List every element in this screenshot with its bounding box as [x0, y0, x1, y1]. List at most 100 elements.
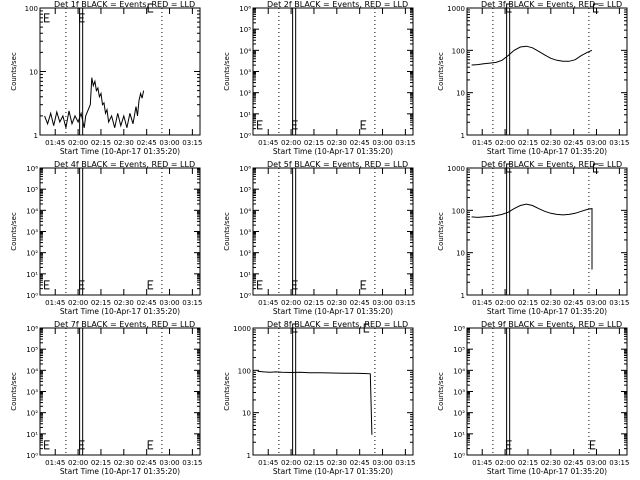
x-tick-label: 02:15 — [304, 459, 324, 467]
y-tick-label: 10³ — [239, 69, 251, 77]
y-tick-label: 1 — [461, 292, 465, 300]
y-tick-label: 10⁵ — [453, 346, 465, 354]
panel-title: Det 2f BLACK = Events, RED = LLD — [267, 0, 408, 9]
x-tick-label: 03:00 — [586, 139, 606, 147]
y-tick-label: 10³ — [453, 389, 465, 397]
x-tick-label: 02:15 — [518, 299, 538, 307]
bracket-marker — [257, 280, 263, 290]
x-tick-label: 02:45 — [137, 299, 157, 307]
y-tick-label: 10⁰ — [453, 452, 465, 460]
y-tick-label: 1000 — [447, 165, 465, 173]
x-tick-label: 03:15 — [182, 459, 202, 467]
events-series-line — [471, 45, 593, 66]
x-tick-label: 02:45 — [564, 139, 584, 147]
x-tick-label: 03:15 — [395, 299, 415, 307]
x-tick-label: 02:45 — [137, 139, 157, 147]
bracket-marker — [292, 280, 298, 290]
x-tick-label: 01:45 — [45, 139, 65, 147]
y-tick-label: 10⁴ — [453, 367, 465, 375]
x-tick-label: 03:15 — [609, 299, 629, 307]
y-tick-label: 100 — [25, 5, 38, 13]
y-tick-label: 10² — [239, 90, 251, 98]
panel-title: Det 1f BLACK = Events, RED = LLD — [54, 0, 195, 9]
x-tick-label: 02:45 — [564, 299, 584, 307]
bracket-marker — [79, 13, 85, 23]
y-axis-label: Counts/sec — [223, 52, 231, 91]
y-tick-label: 10² — [26, 410, 38, 418]
x-tick-label: 03:15 — [609, 139, 629, 147]
chart-panel-6: Det 6f BLACK = Events, RED = LLD 1 10 100 10… — [437, 160, 629, 316]
x-tick-label: 03:15 — [182, 299, 202, 307]
bracket-marker — [44, 280, 50, 290]
x-tick-label: 01:45 — [472, 139, 492, 147]
bracket-marker — [292, 120, 298, 130]
x-tick-label: 02:30 — [541, 459, 561, 467]
chart-panel-9: Det 9f BLACK = Events, RED = LLD 10⁰ 10¹ 10… — [437, 320, 629, 476]
x-axis-label: Start Time (10-Apr-17 01:35:20) — [487, 467, 607, 476]
bracket-marker — [292, 323, 298, 333]
y-tick-label: 10⁴ — [26, 367, 38, 375]
y-tick-label: 10¹ — [26, 271, 38, 279]
y-tick-label: 10² — [239, 250, 251, 258]
y-tick-label: 1 — [461, 132, 465, 140]
x-tick-label: 02:15 — [518, 459, 538, 467]
x-axis-label: Start Time (10-Apr-17 01:35:20) — [273, 467, 393, 476]
x-tick-label: 02:45 — [137, 459, 157, 467]
x-tick-label: 02:15 — [91, 459, 111, 467]
x-tick-label: 03:15 — [395, 139, 415, 147]
bracket-marker — [147, 440, 154, 450]
y-axis-label: Counts/sec — [437, 52, 445, 91]
x-tick-label: 02:45 — [350, 299, 370, 307]
y-tick-label: 10⁵ — [26, 186, 38, 194]
y-axis-label: Counts/sec — [437, 372, 445, 411]
bracket-marker — [360, 280, 367, 290]
x-tick-label: 03:00 — [372, 459, 392, 467]
y-tick-label: 10¹ — [453, 431, 465, 439]
bracket-marker — [257, 120, 263, 130]
panel-title: Det 4f BLACK = Events, RED = LLD — [54, 160, 195, 169]
x-tick-label: 02:15 — [304, 299, 324, 307]
y-tick-label: 10² — [26, 250, 38, 258]
x-tick-label: 02:30 — [541, 299, 561, 307]
x-axis-label: Start Time (10-Apr-17 01:35:20) — [487, 147, 607, 156]
y-tick-label: 10⁶ — [453, 325, 465, 333]
x-tick-label: 03:00 — [159, 299, 179, 307]
x-axis-label: Start Time (10-Apr-17 01:35:20) — [273, 147, 393, 156]
events-series-line — [471, 203, 593, 270]
panel-title: Det 5f BLACK = Events, RED = LLD — [267, 160, 408, 169]
plot-frame — [39, 167, 201, 296]
x-tick-label: 02:00 — [495, 299, 515, 307]
x-tick-label: 02:45 — [564, 459, 584, 467]
y-tick-label: 10⁶ — [26, 325, 38, 333]
x-tick-label: 02:00 — [281, 139, 301, 147]
y-tick-label: 10 — [29, 69, 38, 77]
bracket-marker — [79, 440, 85, 450]
x-tick-label: 01:45 — [45, 459, 65, 467]
x-tick-label: 02:15 — [304, 139, 324, 147]
plot-frame — [466, 327, 628, 456]
y-tick-label: 10⁰ — [239, 132, 251, 140]
x-tick-label: 02:15 — [91, 299, 111, 307]
x-tick-label: 03:00 — [159, 139, 179, 147]
y-tick-label: 10⁰ — [26, 292, 38, 300]
x-tick-label: 03:00 — [372, 139, 392, 147]
x-tick-label: 01:45 — [472, 299, 492, 307]
y-axis-label: Counts/sec — [10, 52, 18, 91]
bracket-marker — [589, 440, 596, 450]
y-tick-label: 10⁶ — [26, 165, 38, 173]
y-tick-label: 10¹ — [239, 271, 251, 279]
bracket-marker — [147, 3, 154, 13]
bracket-marker — [44, 440, 50, 450]
plot-frame — [39, 327, 201, 456]
y-tick-label: 100 — [452, 47, 465, 55]
x-tick-label: 02:15 — [518, 139, 538, 147]
events-series-line — [257, 370, 373, 435]
x-tick-label: 02:30 — [327, 139, 347, 147]
chart-panel-3: Det 3f BLACK = Events, RED = LLD 1 10 100 10… — [437, 0, 629, 156]
y-tick-label: 10 — [456, 250, 465, 258]
chart-panel-5: Det 5f BLACK = Events, RED = LLD 10⁰ 10¹ 10… — [223, 160, 415, 316]
x-tick-label: 02:30 — [541, 139, 561, 147]
plot-frame — [466, 7, 628, 136]
x-tick-label: 03:15 — [609, 459, 629, 467]
